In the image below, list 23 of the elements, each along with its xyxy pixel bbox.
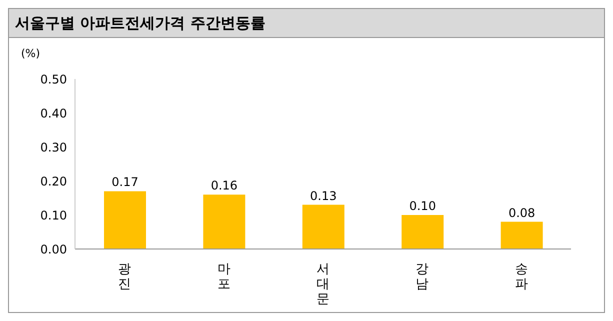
y-tick-label: 0.20 (40, 174, 67, 188)
x-tick-label: 송파 (514, 262, 528, 292)
y-tick-label: 0.50 (40, 72, 67, 86)
data-label: 0.16 (210, 178, 238, 193)
bar (302, 204, 344, 249)
data-label: 0.10 (409, 199, 436, 213)
bar (104, 191, 146, 249)
x-tick-label: 광진 (118, 262, 132, 292)
data-label: 0.13 (310, 188, 337, 203)
bar (402, 215, 444, 249)
chart-title: 서울구별 아파트전세가격 주간변동률 (9, 9, 604, 38)
y-tick-label: 0.00 (40, 242, 67, 256)
data-label: 0.08 (508, 206, 536, 220)
bar (500, 222, 543, 249)
data-label: 0.17 (112, 175, 138, 190)
y-axis-title: (%) (21, 47, 40, 60)
y-tick-label: 0.40 (40, 106, 67, 120)
bar (203, 194, 246, 249)
x-tick-label: 마포 (217, 262, 230, 292)
y-tick-label: 0.10 (40, 208, 67, 222)
y-tick-label: 0.30 (40, 140, 67, 154)
x-tick-label: 강남 (416, 262, 429, 292)
x-tick-label: 서대문 (316, 262, 330, 307)
